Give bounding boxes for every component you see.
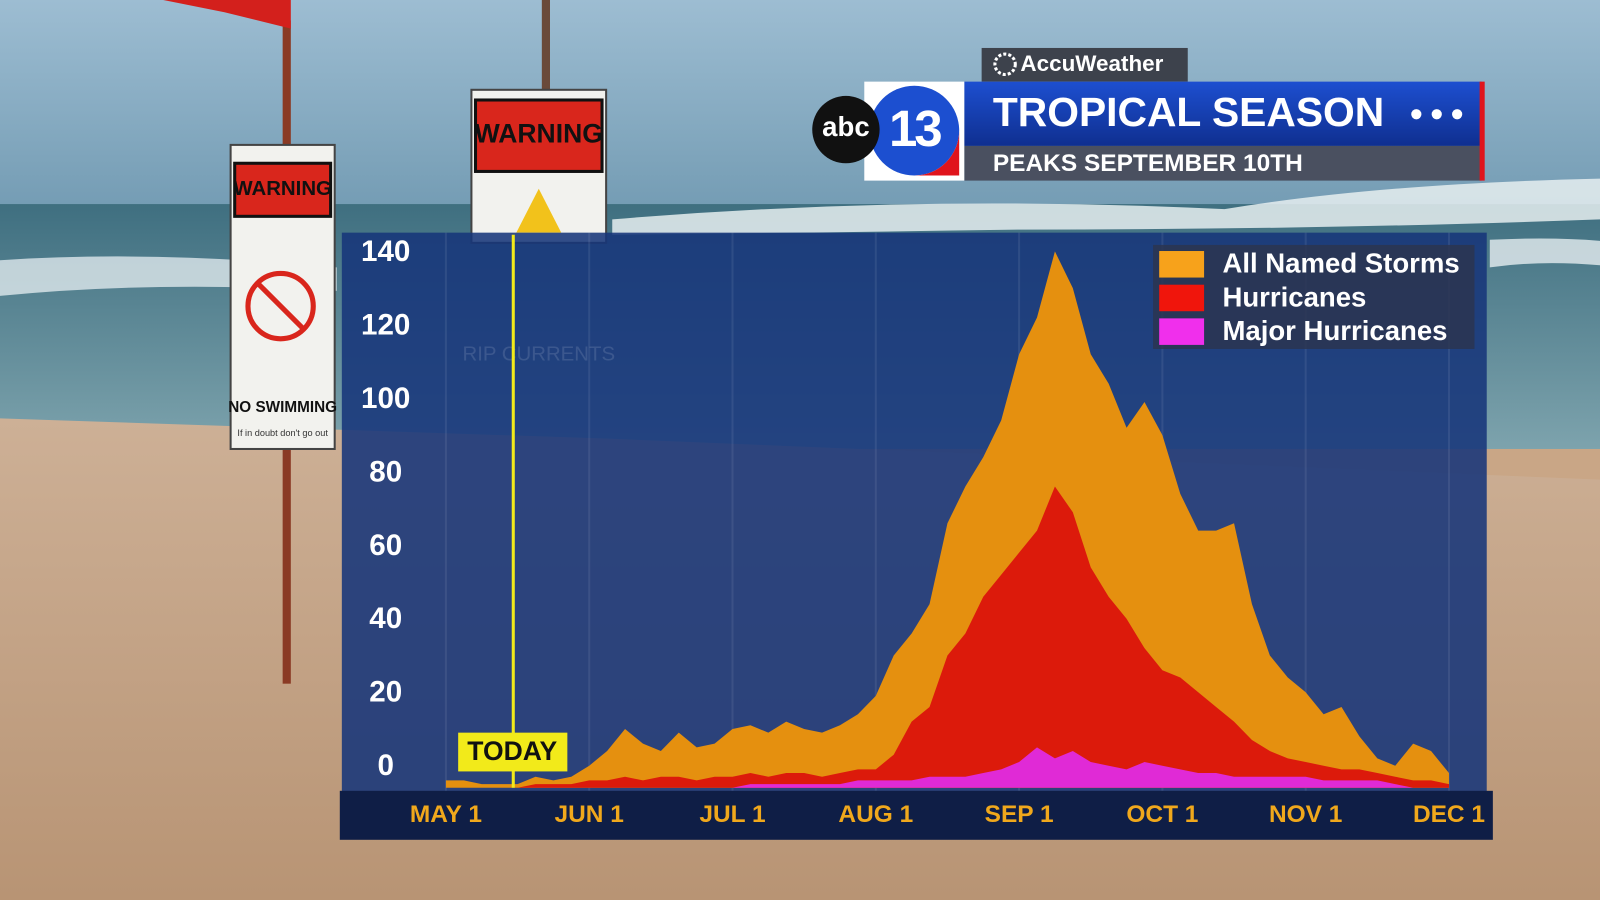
title: TROPICAL SEASON — [993, 89, 1384, 135]
x-tick-label: DEC 1 — [1413, 801, 1485, 828]
x-tick-label: MAY 1 — [410, 801, 482, 828]
no-swim-slash — [255, 280, 306, 332]
x-tick-label: SEP 1 — [985, 801, 1054, 828]
legend-box — [1153, 244, 1475, 349]
sign-header — [473, 98, 604, 173]
x-tick-label: AUG 1 — [838, 801, 913, 828]
area — [445, 251, 1449, 788]
sign-text: NO SWIMMING — [228, 399, 337, 416]
x-tick-label: JUN 1 — [555, 801, 624, 828]
legend-label: Hurricanes — [1222, 281, 1366, 312]
channel-logo — [869, 85, 960, 176]
legend-label: All Named Storms — [1222, 248, 1459, 279]
y-tick-label: 80 — [369, 455, 402, 488]
wave — [1489, 238, 1600, 268]
axes: MAY 1 JUN 1 JUL 1 AUG 1 SEP 1 OCT 1 NOV 1 DEC 1… — [361, 235, 1485, 828]
network-name: abc — [822, 111, 869, 142]
brand-icon — [993, 52, 1017, 77]
legend-swatch — [1159, 284, 1205, 312]
sign-header — [233, 161, 333, 218]
y-tick-label: 60 — [369, 529, 402, 562]
sign-note: If in doubt don't go out — [237, 428, 328, 438]
flag — [163, 0, 291, 29]
annotation: TODAY — [467, 736, 557, 766]
y-tick-label: 0 — [377, 749, 393, 782]
y-tick-label: 20 — [369, 676, 402, 709]
sign-title: WARNING — [475, 119, 603, 149]
y-tick-label: 100 — [361, 382, 410, 415]
title-dot — [1411, 109, 1422, 120]
today-box — [458, 732, 568, 772]
channel-logo-accent — [914, 130, 960, 176]
sign-title: WARNING — [233, 178, 332, 200]
x-axis-bar — [339, 790, 1493, 840]
no-swim-icon — [245, 270, 316, 342]
legend-swatch — [1159, 318, 1205, 345]
sign: WARNING — [470, 88, 608, 244]
sign-text: RIP CURRENTS — [462, 343, 615, 365]
subtitle-bar — [964, 145, 1482, 181]
title-dot — [1431, 109, 1442, 120]
wave — [612, 178, 1600, 235]
legend-label: Major Hurricanes — [1222, 315, 1447, 346]
area — [445, 486, 1449, 788]
caution-icon — [516, 188, 562, 233]
y-tick-label: 40 — [369, 602, 402, 635]
pole — [541, 0, 550, 103]
area — [445, 747, 1449, 788]
channel-number: 13 — [889, 100, 941, 157]
x-tick-label: OCT 1 — [1126, 801, 1198, 828]
x-tick-label: JUL 1 — [699, 801, 765, 828]
title-dot — [1452, 109, 1463, 120]
network-logo — [812, 95, 880, 164]
sign: WARNING NO SWIMMING If in doubt don't go… — [228, 143, 337, 450]
y-tick-label: 140 — [361, 235, 410, 268]
title-bar — [964, 81, 1482, 146]
y-tick-label: 120 — [361, 308, 410, 341]
accent-bar — [1479, 81, 1485, 181]
brand: AccuWeather — [1020, 51, 1163, 76]
legend-swatch — [1159, 251, 1205, 278]
header: AccuWeather 13 abc TROPICAL SEASON PEAKS… — [812, 47, 1485, 181]
x-tick-label: NOV 1 — [1269, 801, 1342, 828]
subtitle: PEAKS SEPTEMBER 10TH — [993, 150, 1303, 177]
